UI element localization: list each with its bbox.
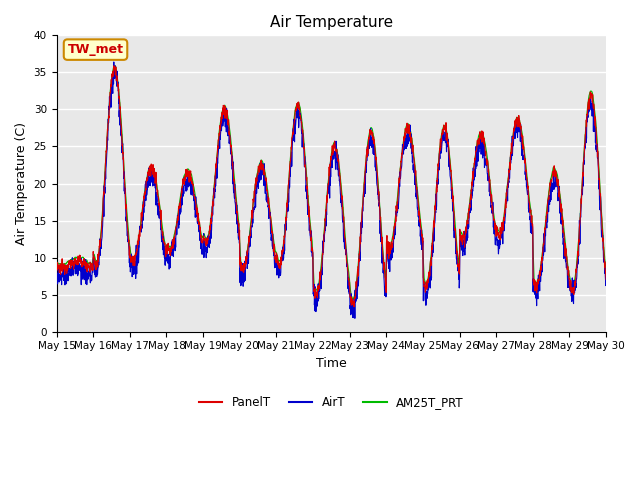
AirT xyxy=(554,198,562,204)
PanelT xyxy=(602,276,610,282)
AirT xyxy=(110,59,118,65)
PanelT xyxy=(492,226,499,231)
PanelT xyxy=(350,304,358,310)
AirT xyxy=(492,242,499,248)
AM25T_PRT xyxy=(349,296,356,301)
AM25T_PRT xyxy=(602,268,610,274)
PanelT xyxy=(348,302,355,308)
AirT xyxy=(206,240,214,246)
AirT xyxy=(348,304,355,310)
Line: AirT: AirT xyxy=(56,62,606,318)
AM25T_PRT xyxy=(570,284,577,290)
AirT xyxy=(570,299,577,305)
AM25T_PRT xyxy=(554,177,562,183)
AirT xyxy=(52,271,60,277)
Text: TW_met: TW_met xyxy=(67,43,124,56)
PanelT xyxy=(52,266,60,272)
AM25T_PRT xyxy=(360,188,367,193)
PanelT xyxy=(554,177,562,182)
Title: Air Temperature: Air Temperature xyxy=(270,15,393,30)
PanelT xyxy=(206,223,214,228)
AirT xyxy=(351,315,358,321)
Y-axis label: Air Temperature (C): Air Temperature (C) xyxy=(15,122,28,245)
AM25T_PRT xyxy=(110,62,118,68)
AirT xyxy=(602,270,610,276)
Legend: PanelT, AirT, AM25T_PRT: PanelT, AirT, AM25T_PRT xyxy=(194,391,468,413)
AM25T_PRT xyxy=(348,292,355,298)
AM25T_PRT xyxy=(206,223,214,229)
PanelT xyxy=(360,191,367,197)
AM25T_PRT xyxy=(52,259,60,265)
X-axis label: Time: Time xyxy=(316,357,347,370)
PanelT xyxy=(110,63,118,69)
AM25T_PRT xyxy=(492,222,499,228)
PanelT xyxy=(570,290,577,296)
AirT xyxy=(360,189,367,195)
Line: AM25T_PRT: AM25T_PRT xyxy=(56,65,606,299)
Line: PanelT: PanelT xyxy=(56,66,606,307)
